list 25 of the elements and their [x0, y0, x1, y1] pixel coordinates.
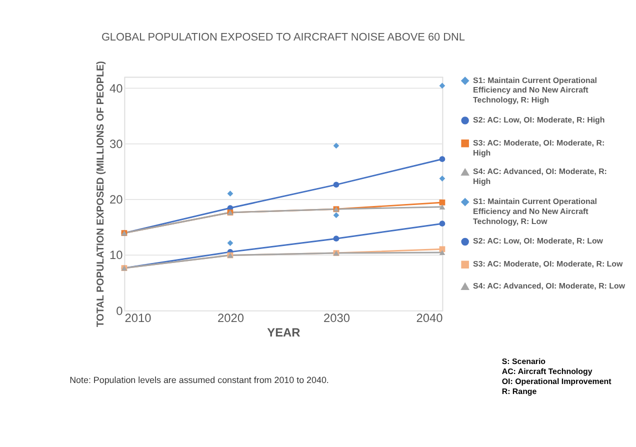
legend-label: S4: AC: Advanced, OI: Moderate, R: High [473, 167, 607, 186]
legend-label: S4: AC: Advanced, OI: Moderate, R: Low [473, 281, 626, 290]
text: OI: Operational Improvement [502, 376, 612, 386]
chart-title: GLOBAL POPULATION EXPOSED TO AIRCRAFT NOISE ABOVE 60 DNL [101, 31, 466, 44]
text: S: Scenario [502, 356, 546, 366]
legend-label: S2: AC: Low, OI: Moderate, R: High [473, 116, 605, 125]
x-tick-label: 2020 [217, 310, 244, 325]
x-tick-label: 2010 [124, 310, 152, 325]
y-tick-label: 0 [116, 304, 124, 318]
legend-label: S2: AC: Low, OI: Moderate, R: Low [473, 236, 604, 246]
y-axis-title: TOTAL POPULATION EXPOSED (MILLIONS OF PEOPLE) [96, 61, 106, 328]
y-tick-label: 10 [109, 248, 124, 262]
x-tick-label: 2030 [323, 310, 350, 325]
legend-label: S3: AC: Moderate, OI: Moderate, R: Low [473, 260, 624, 269]
y-tick-label: 20 [109, 192, 124, 207]
text: Note: Population levels are assumed constant from 2010 to 2040. [70, 374, 329, 385]
text: R: Range [502, 386, 538, 396]
legend-label: S3: AC: Moderate, OI: Moderate, R: High [473, 138, 605, 158]
y-tick-label: 30 [109, 136, 124, 151]
x-axis-title: YEAR [267, 326, 301, 340]
text: AC: Aircraft Technology [502, 366, 593, 376]
legend-label: S1: Maintain Current Operational Efficiency and No New Aircraft Technology, R: High [473, 76, 597, 105]
x-tick-label: 2040 [416, 310, 444, 325]
y-tick-label: 40 [109, 81, 124, 96]
legend-label: S1: Maintain Current Operational Efficiency and No New Aircraft Technology, R: Low [473, 196, 597, 226]
